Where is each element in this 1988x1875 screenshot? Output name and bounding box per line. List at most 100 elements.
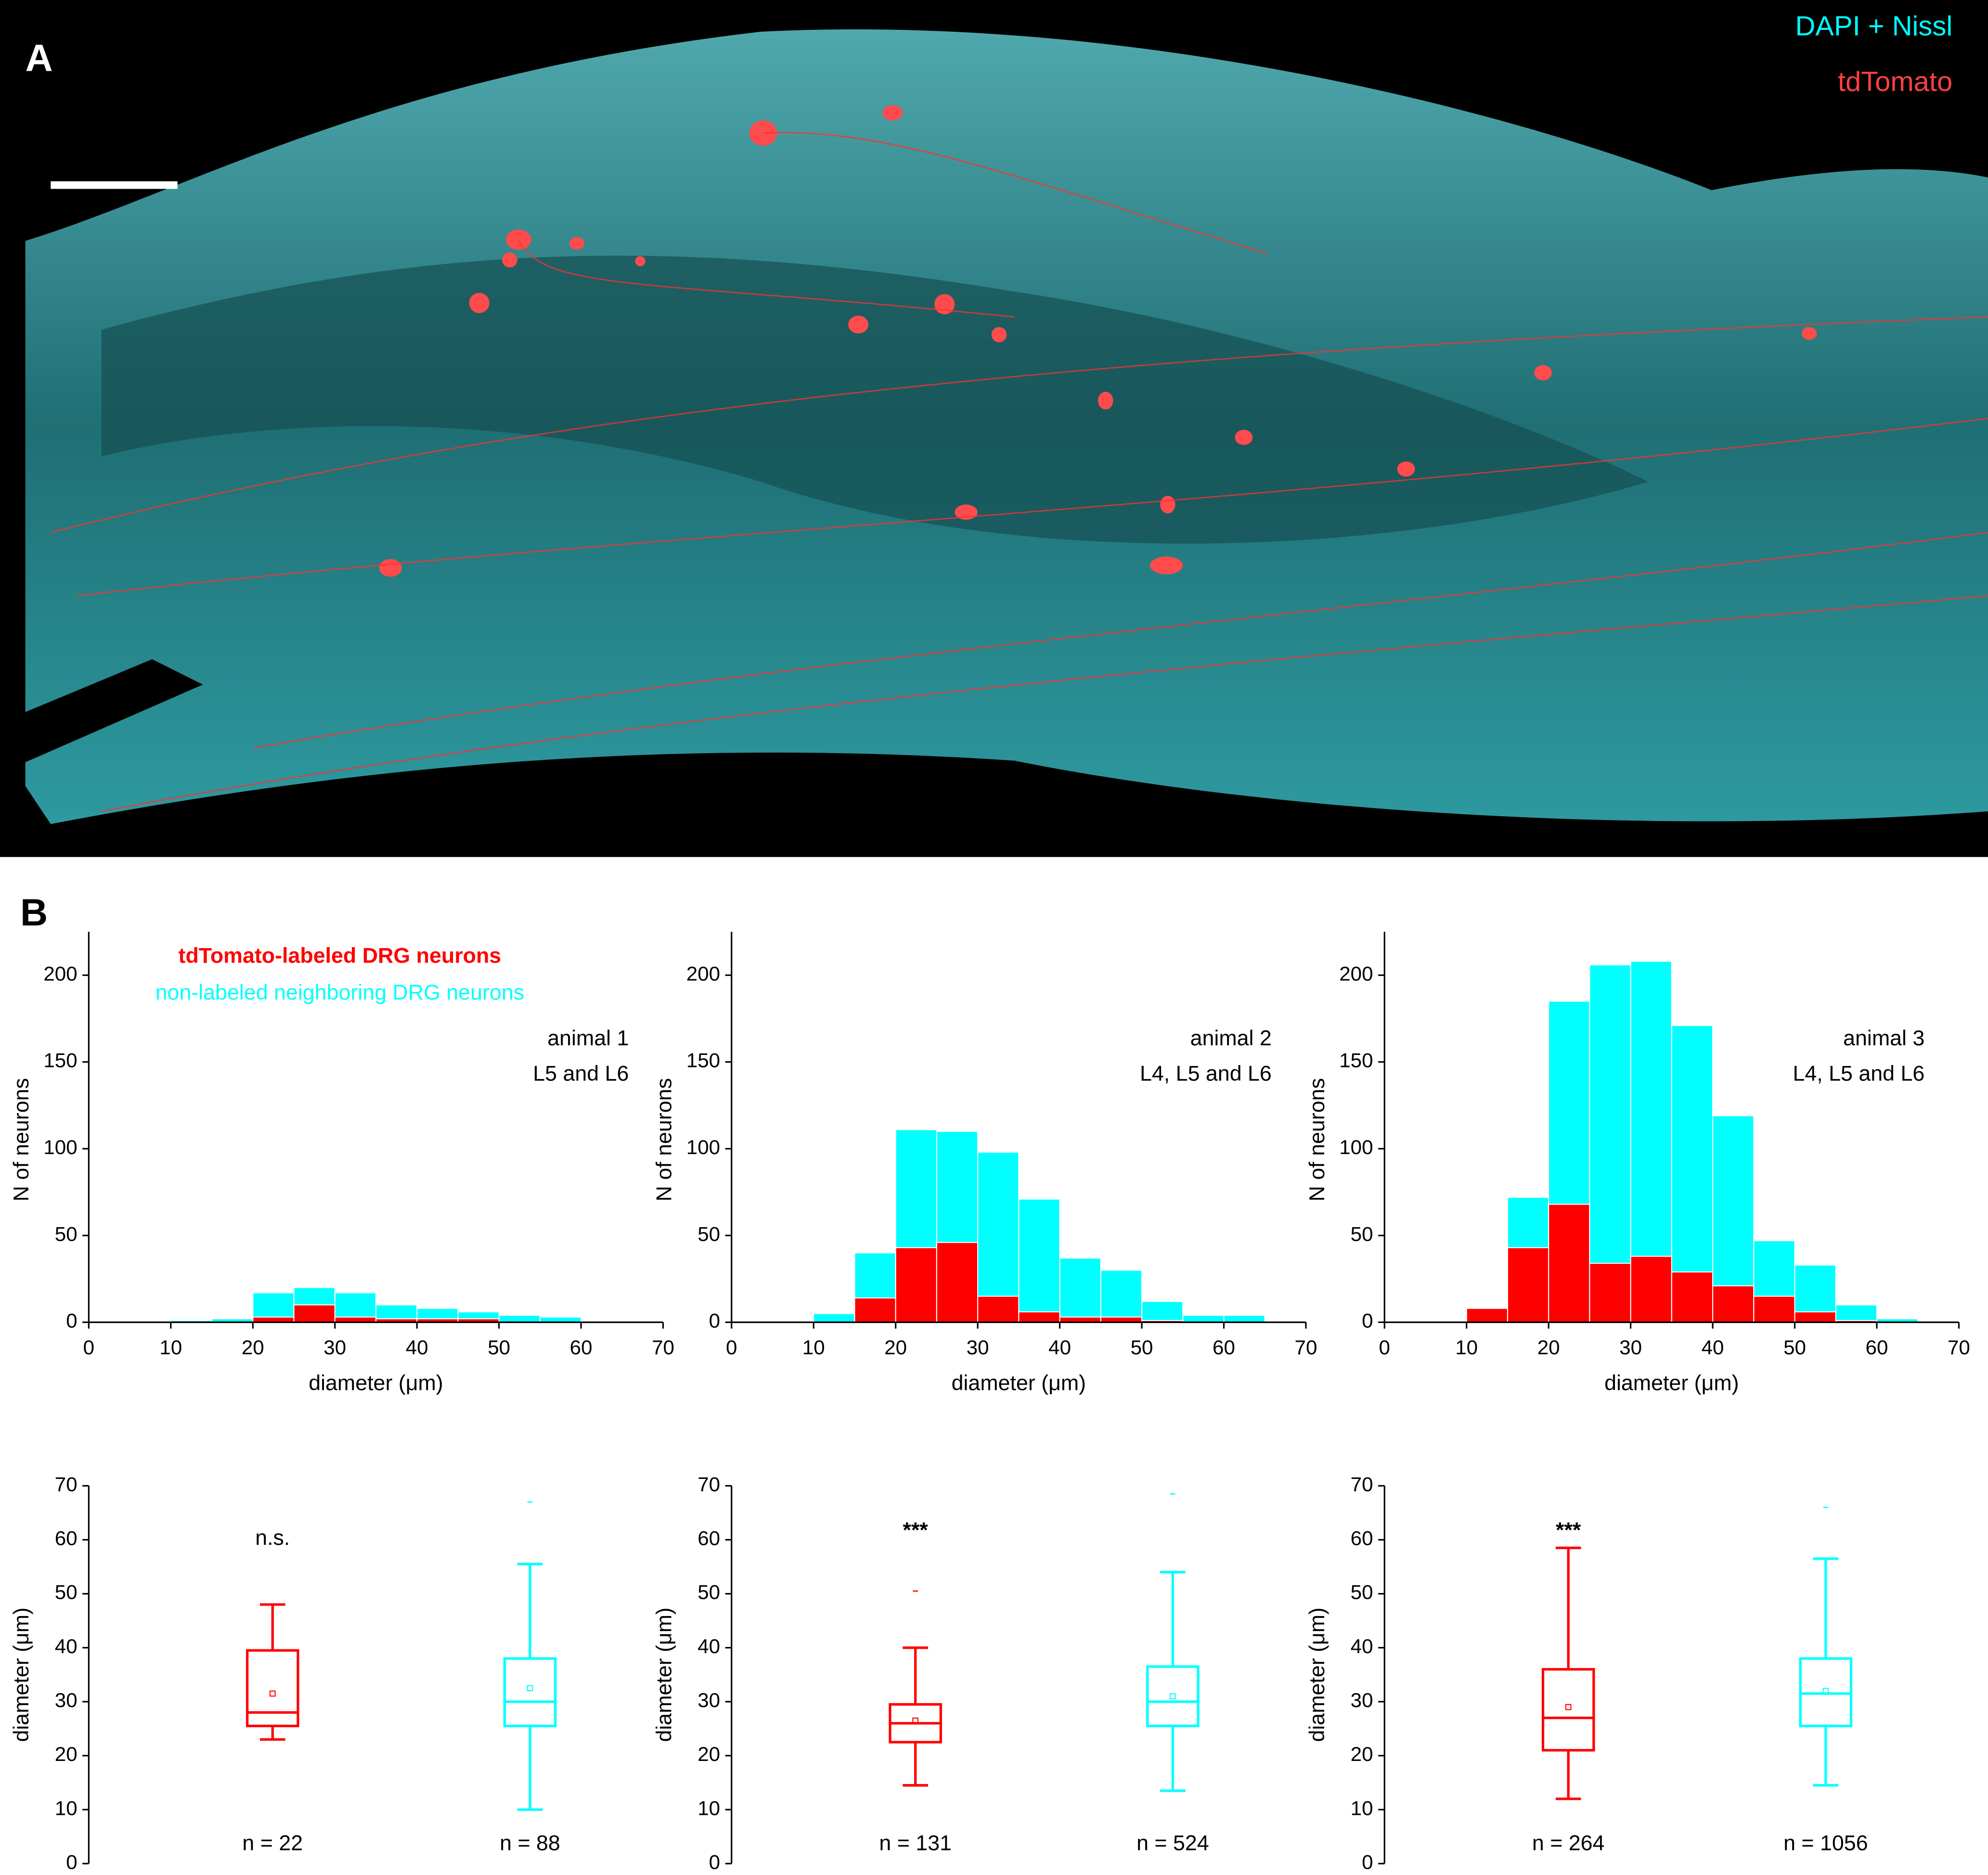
bar	[539, 1316, 582, 1323]
x-tick-label: 10	[802, 1336, 825, 1359]
mean	[269, 1690, 276, 1697]
bar	[1794, 1311, 1836, 1323]
x-tick-label: 70	[1948, 1336, 1970, 1359]
x-tick-label: 0	[1379, 1336, 1390, 1359]
x-axis-label: diameter (μm)	[1604, 1371, 1739, 1395]
n-label: n = 1056	[1783, 1831, 1868, 1855]
annotation: L4, L5 and L6	[1140, 1062, 1272, 1086]
x-tick-label: 0	[83, 1336, 94, 1359]
bar	[1630, 1256, 1672, 1323]
channel-label: DAPI + Nissl	[1795, 11, 1952, 41]
y-axis-label: diameter (μm)	[9, 1607, 33, 1742]
annotation: ***	[1556, 1518, 1581, 1542]
mean	[1170, 1693, 1176, 1699]
y-tick-label: 60	[55, 1527, 77, 1550]
y-tick-label: 50	[697, 1581, 720, 1604]
y-tick-label: 50	[1351, 1581, 1373, 1604]
tissue-gap	[0, 659, 203, 773]
n-label: n = 88	[500, 1831, 560, 1855]
x-tick-label: 20	[242, 1336, 264, 1359]
bar	[813, 1313, 855, 1323]
x-tick-label: 40	[1702, 1336, 1724, 1359]
box	[1799, 1657, 1853, 1727]
y-axis-label: diameter (μm)	[652, 1607, 676, 1742]
x-tick-label: 60	[570, 1336, 593, 1359]
box	[1541, 1668, 1595, 1752]
y-tick-label: 40	[1351, 1635, 1373, 1657]
x-tick-label: 0	[726, 1336, 737, 1359]
bar	[498, 1315, 541, 1323]
bar	[936, 1242, 979, 1323]
bar	[1548, 1204, 1590, 1323]
annotation: animal 3	[1843, 1026, 1924, 1050]
y-tick-label: 10	[697, 1797, 720, 1819]
x-tick-label: 50	[1131, 1336, 1153, 1359]
y-tick-label: 150	[686, 1049, 720, 1072]
x-tick-label: 50	[1783, 1336, 1806, 1359]
y-tick-label: 10	[55, 1797, 77, 1819]
tissue-fiber-region	[101, 256, 1649, 544]
bar	[1712, 1285, 1755, 1323]
x-tick-label: 20	[884, 1336, 907, 1359]
micrograph: A DAPI + Nissl tdTomato	[0, 0, 1988, 857]
bar	[977, 1296, 1020, 1323]
panel-label: A	[26, 36, 53, 79]
x-axis-label: diameter (μm)	[952, 1371, 1086, 1395]
legend-entry: tdTomato-labeled DRG neurons	[179, 944, 502, 968]
y-tick-label: 100	[1339, 1136, 1373, 1158]
mean	[1565, 1704, 1572, 1710]
y-tick-label: 0	[1362, 1850, 1373, 1873]
y-tick-label: 200	[686, 962, 720, 985]
y-tick-label: 200	[43, 962, 77, 985]
x-tick-label: 70	[652, 1336, 674, 1359]
bar	[334, 1316, 377, 1323]
x-tick-label: 50	[488, 1336, 510, 1359]
mean	[912, 1717, 919, 1724]
y-tick-label: 20	[1351, 1743, 1373, 1765]
n-label: n = 264	[1532, 1831, 1605, 1855]
y-tick-label: 0	[709, 1850, 720, 1873]
y-tick-label: 20	[55, 1743, 77, 1765]
bar	[1835, 1304, 1878, 1323]
bar	[1671, 1271, 1714, 1323]
box	[245, 1649, 299, 1727]
bar	[1223, 1315, 1265, 1323]
y-tick-label: 150	[1339, 1049, 1373, 1072]
channel-label: tdTomato	[1838, 66, 1952, 97]
annotation: animal 2	[1190, 1026, 1272, 1050]
labeled-fibers	[51, 132, 1988, 812]
box	[1146, 1665, 1200, 1727]
y-tick-label: 70	[1351, 1473, 1373, 1495]
y-axis-label: diameter (μm)	[1305, 1607, 1329, 1742]
bar	[1507, 1247, 1549, 1323]
y-tick-label: 60	[697, 1527, 720, 1550]
y-tick-label: 40	[55, 1635, 77, 1657]
x-tick-label: 30	[967, 1336, 989, 1359]
y-tick-label: 20	[697, 1743, 720, 1765]
y-axis-label: N of neurons	[9, 1078, 33, 1201]
y-tick-label: 0	[66, 1310, 77, 1332]
scale-bar	[51, 181, 178, 189]
x-tick-label: 20	[1537, 1336, 1560, 1359]
x-tick-label: 60	[1213, 1336, 1235, 1359]
y-tick-label: 30	[697, 1689, 720, 1711]
y-tick-label: 50	[1351, 1222, 1373, 1245]
y-tick-label: 30	[55, 1689, 77, 1711]
y-tick-label: 150	[43, 1049, 77, 1072]
n-label: n = 22	[242, 1831, 303, 1855]
bar	[1018, 1198, 1060, 1323]
annotation: L4, L5 and L6	[1793, 1062, 1924, 1086]
panel-label: B	[20, 891, 48, 934]
annotation: ***	[903, 1518, 929, 1542]
box	[503, 1657, 557, 1727]
x-tick-label: 10	[159, 1336, 182, 1359]
bar	[1100, 1316, 1143, 1323]
x-tick-label: 40	[406, 1336, 428, 1359]
annotation: L5 and L6	[533, 1062, 629, 1086]
x-tick-label: 10	[1455, 1336, 1478, 1359]
x-axis-label: diameter (μm)	[309, 1371, 443, 1395]
y-axis-label: N of neurons	[1305, 1078, 1329, 1201]
bar	[1059, 1258, 1101, 1323]
